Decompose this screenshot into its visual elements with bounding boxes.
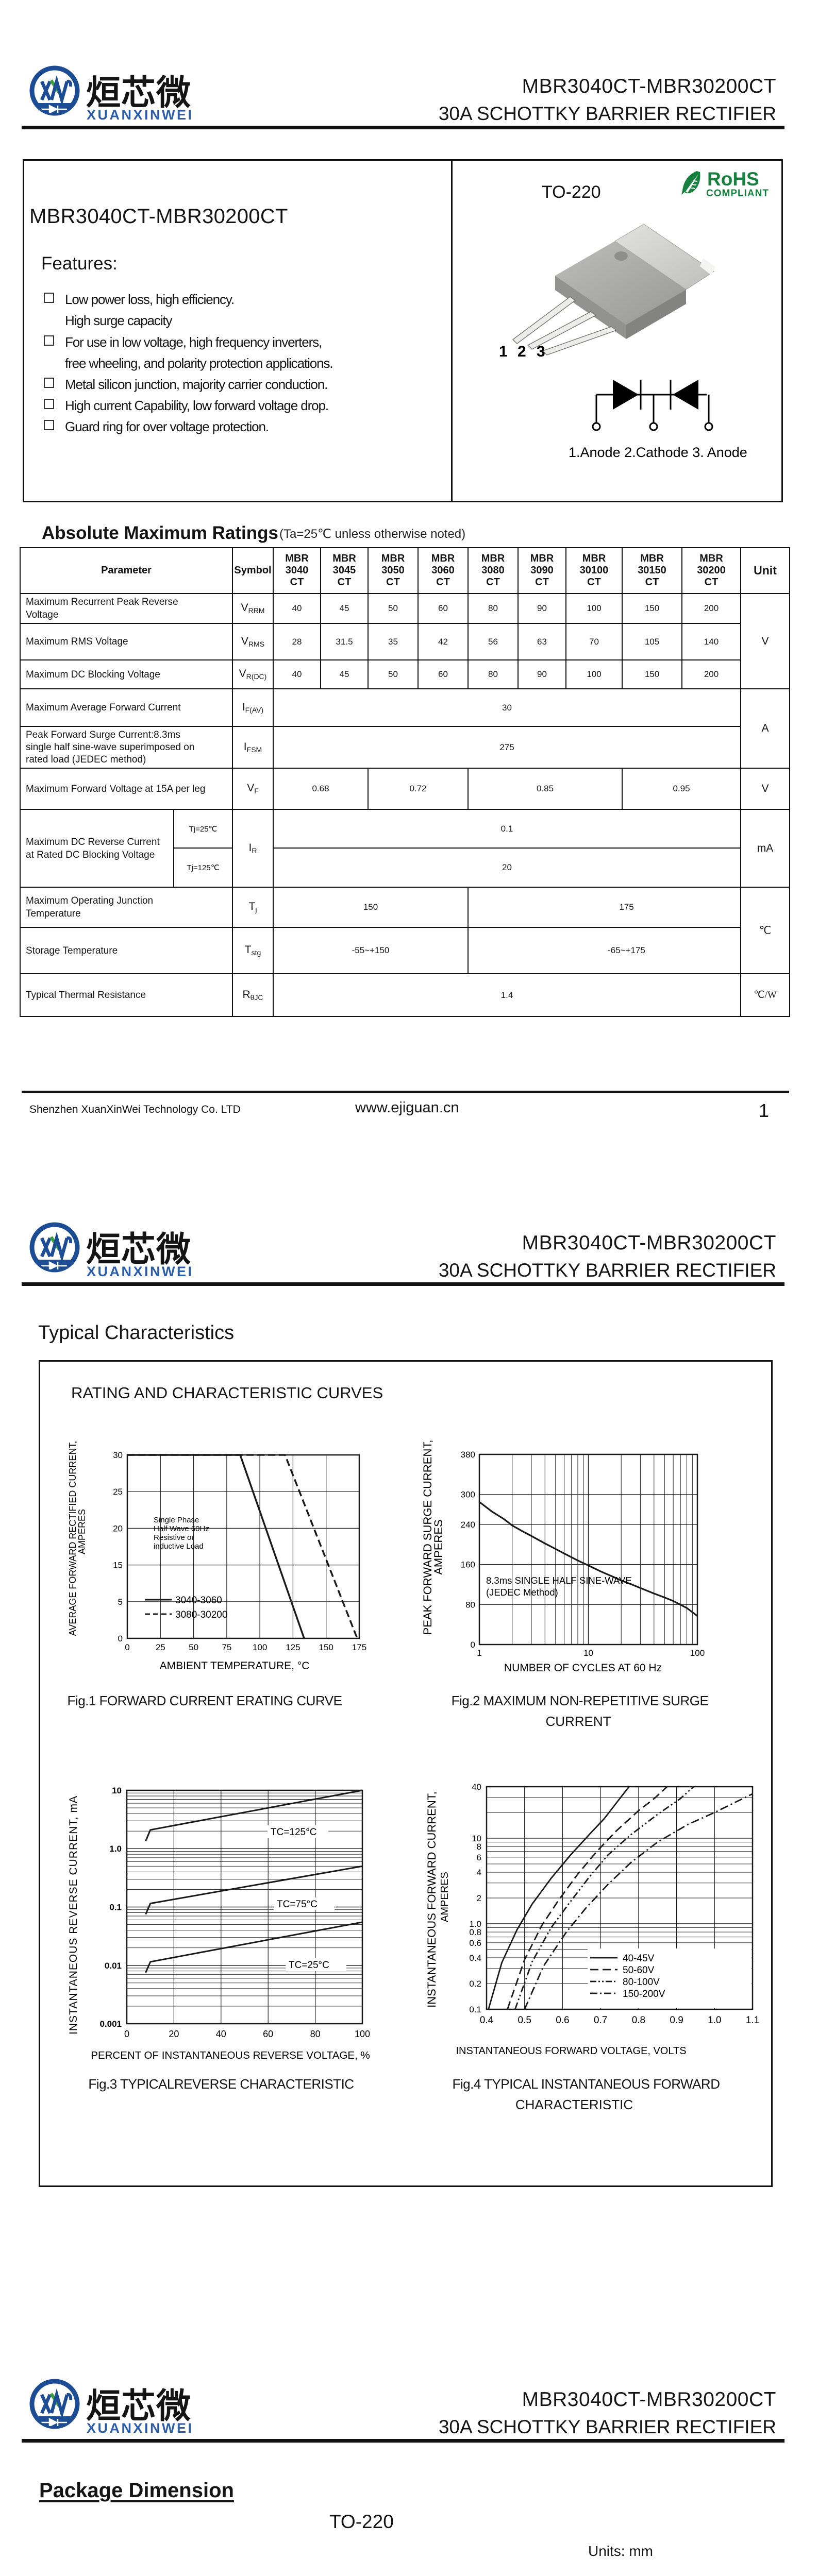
svg-text:10: 10 bbox=[472, 1834, 481, 1843]
svg-text:150: 150 bbox=[319, 1642, 333, 1652]
svg-text:40-45V: 40-45V bbox=[623, 1953, 655, 1964]
svg-text:20: 20 bbox=[113, 1523, 123, 1533]
svg-text:PEAK FORWARD SURGE CURRENT,: PEAK FORWARD SURGE CURRENT, bbox=[421, 1440, 434, 1635]
svg-text:Half Wave 60Hz: Half Wave 60Hz bbox=[154, 1524, 209, 1533]
svg-text:50-60V: 50-60V bbox=[623, 1965, 655, 1976]
svg-text:AMPERES: AMPERES bbox=[77, 1509, 87, 1554]
svg-text:80: 80 bbox=[465, 1600, 475, 1609]
svg-text:75: 75 bbox=[222, 1642, 231, 1652]
svg-text:8.3ms SINGLE HALF SINE-WAVE: 8.3ms SINGLE HALF SINE-WAVE bbox=[486, 1575, 632, 1586]
svg-text:0: 0 bbox=[124, 2029, 129, 2039]
svg-text:RoHS: RoHS bbox=[707, 168, 759, 190]
svg-text:80-100V: 80-100V bbox=[623, 1977, 660, 1988]
svg-text:2: 2 bbox=[517, 343, 526, 360]
svg-text:2: 2 bbox=[477, 1893, 481, 1903]
svg-text:300: 300 bbox=[461, 1490, 475, 1500]
svg-text:1.0: 1.0 bbox=[708, 2015, 721, 2026]
svg-text:20: 20 bbox=[169, 2029, 179, 2039]
svg-text:150-200V: 150-200V bbox=[623, 1989, 665, 1999]
svg-text:3040-3060: 3040-3060 bbox=[175, 1595, 222, 1606]
svg-text:4: 4 bbox=[477, 1868, 481, 1877]
svg-text:240: 240 bbox=[461, 1520, 475, 1530]
svg-text:25: 25 bbox=[156, 1642, 165, 1652]
svg-text:0.4: 0.4 bbox=[469, 1953, 481, 1963]
svg-text:1: 1 bbox=[499, 343, 508, 360]
svg-text:15: 15 bbox=[113, 1561, 123, 1570]
svg-text:1: 1 bbox=[477, 1648, 481, 1658]
svg-text:8: 8 bbox=[477, 1842, 481, 1852]
svg-text:100: 100 bbox=[690, 1648, 705, 1658]
svg-text:10: 10 bbox=[583, 1648, 593, 1658]
svg-text:50: 50 bbox=[189, 1642, 198, 1652]
svg-text:TC=125°C: TC=125°C bbox=[271, 1827, 316, 1838]
svg-text:0: 0 bbox=[471, 1640, 475, 1650]
svg-text:0.6: 0.6 bbox=[556, 2015, 569, 2026]
svg-text:INSTANTANEOUS REVERSE CURRENT,: INSTANTANEOUS REVERSE CURRENT, mA bbox=[68, 1795, 79, 2035]
svg-text:AVERAGE FORWARD RECTIFIED CURR: AVERAGE FORWARD RECTIFIED CURRENT, bbox=[68, 1441, 78, 1636]
svg-text:25: 25 bbox=[113, 1487, 123, 1497]
svg-text:(JEDEC Method): (JEDEC Method) bbox=[486, 1587, 558, 1598]
svg-text:0.9: 0.9 bbox=[670, 2015, 683, 2026]
svg-text:3080-30200: 3080-30200 bbox=[175, 1609, 227, 1620]
svg-text:80: 80 bbox=[310, 2029, 321, 2039]
svg-text:5: 5 bbox=[118, 1597, 123, 1607]
svg-text:Single Phase: Single Phase bbox=[154, 1516, 199, 1524]
svg-text:40: 40 bbox=[216, 2029, 226, 2039]
svg-text:0.001: 0.001 bbox=[99, 2019, 122, 2029]
svg-text:125: 125 bbox=[286, 1642, 300, 1652]
svg-text:INSTANTANEOUS FORWARD VOLTAGE,: INSTANTANEOUS FORWARD VOLTAGE, VOLTS bbox=[456, 2045, 686, 2057]
svg-text:0: 0 bbox=[125, 1642, 129, 1652]
svg-text:COMPLIANT: COMPLIANT bbox=[706, 188, 769, 199]
svg-text:AMPERES: AMPERES bbox=[432, 1519, 445, 1575]
svg-text:0.4: 0.4 bbox=[480, 2015, 494, 2026]
svg-text:TC=25°C: TC=25°C bbox=[289, 1960, 329, 1971]
svg-text:6: 6 bbox=[477, 1853, 481, 1862]
svg-text:160: 160 bbox=[461, 1560, 475, 1570]
svg-text:10: 10 bbox=[112, 1786, 122, 1795]
svg-text:1.1: 1.1 bbox=[746, 2015, 759, 2026]
svg-text:0.8: 0.8 bbox=[469, 1927, 481, 1937]
svg-text:AMBIENT TEMPERATURE, °C: AMBIENT TEMPERATURE, °C bbox=[160, 1660, 310, 1672]
svg-text:烜芯微: 烜芯微 bbox=[86, 2387, 191, 2426]
svg-text:Resistive or: Resistive or bbox=[154, 1533, 194, 1542]
svg-text:1.Anode 2.Cathode 3. Anode: 1.Anode 2.Cathode 3. Anode bbox=[569, 445, 747, 460]
svg-text:XUANXINWEI: XUANXINWEI bbox=[87, 107, 194, 123]
svg-text:0.6: 0.6 bbox=[469, 1938, 481, 1948]
svg-text:100: 100 bbox=[355, 2029, 370, 2039]
svg-text:0.2: 0.2 bbox=[469, 1979, 481, 1989]
svg-text:1.0: 1.0 bbox=[109, 1844, 122, 1854]
svg-text:NUMBER OF CYCLES AT 60 Hz: NUMBER OF CYCLES AT 60 Hz bbox=[504, 1662, 662, 1674]
svg-text:0.01: 0.01 bbox=[105, 1961, 122, 1971]
svg-text:0.1: 0.1 bbox=[109, 1903, 122, 1912]
svg-text:3: 3 bbox=[537, 343, 545, 360]
svg-text:INSTANTANEOUS FORWARD CURRENT,: INSTANTANEOUS FORWARD CURRENT, bbox=[425, 1791, 438, 2008]
svg-text:TC=75°C: TC=75°C bbox=[277, 1899, 318, 1910]
svg-text:AMPERES: AMPERES bbox=[439, 1872, 450, 1922]
svg-text:0.8: 0.8 bbox=[632, 2015, 645, 2026]
svg-text:烜芯微: 烜芯微 bbox=[86, 1230, 191, 1269]
svg-text:XUANXINWEI: XUANXINWEI bbox=[87, 1264, 194, 1279]
svg-text:0.7: 0.7 bbox=[594, 2015, 607, 2026]
svg-text:380: 380 bbox=[461, 1450, 475, 1460]
svg-text:1.0: 1.0 bbox=[469, 1919, 481, 1929]
svg-text:100: 100 bbox=[253, 1642, 267, 1652]
svg-text:175: 175 bbox=[352, 1642, 366, 1652]
svg-text:0.1: 0.1 bbox=[469, 2005, 481, 2014]
svg-text:PERCENT OF INSTANTANEOUS REVER: PERCENT OF INSTANTANEOUS REVERSE VOLTAGE… bbox=[91, 2049, 370, 2061]
svg-text:inductive Load: inductive Load bbox=[154, 1542, 204, 1551]
svg-text:烜芯微: 烜芯微 bbox=[86, 74, 191, 112]
svg-text:60: 60 bbox=[263, 2029, 273, 2039]
svg-text:40: 40 bbox=[472, 1782, 481, 1792]
svg-text:0: 0 bbox=[118, 1634, 123, 1643]
svg-text:30: 30 bbox=[113, 1450, 123, 1460]
svg-text:XUANXINWEI: XUANXINWEI bbox=[87, 2420, 194, 2436]
svg-text:0.5: 0.5 bbox=[517, 2015, 531, 2026]
